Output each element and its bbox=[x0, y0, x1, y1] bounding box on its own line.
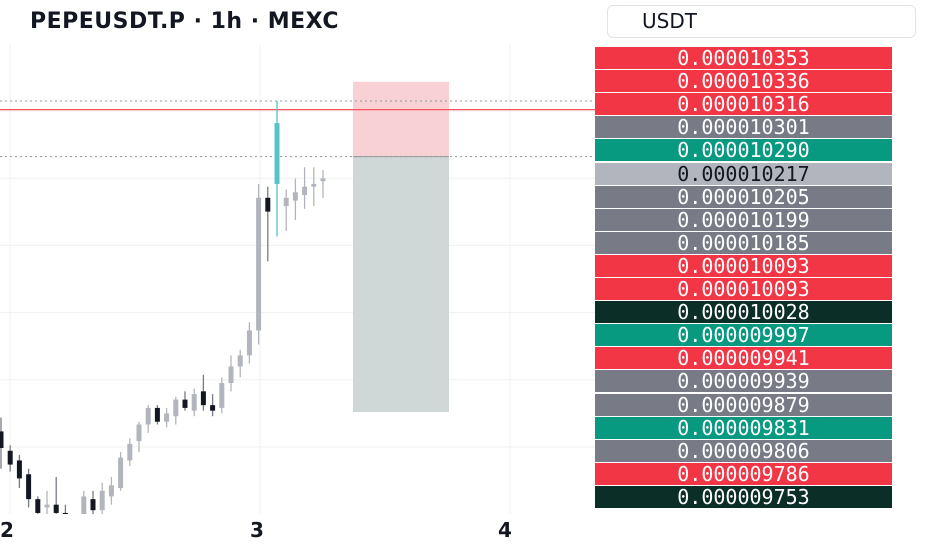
candle-body bbox=[256, 197, 262, 331]
price-scale-label: 0.000009939 bbox=[595, 370, 892, 393]
candle-body bbox=[237, 355, 243, 367]
stop-loss-zone bbox=[353, 81, 449, 157]
candle-body bbox=[81, 496, 87, 514]
price-scale-label: 0.000010316 bbox=[595, 93, 892, 116]
candle-body bbox=[7, 450, 13, 465]
price-scale-label: 0.000010185 bbox=[595, 231, 892, 254]
price-scale-label: 0.000009806 bbox=[595, 439, 892, 462]
price-scale-label: 0.000009997 bbox=[595, 324, 892, 347]
candle-body bbox=[283, 197, 289, 207]
price-scale-label: 0.000010205 bbox=[595, 185, 892, 208]
candle-body bbox=[311, 183, 317, 187]
candle-body bbox=[164, 413, 170, 422]
candle-body bbox=[182, 399, 188, 408]
price-scale-label: 0.000010199 bbox=[595, 208, 892, 231]
price-scale-label: 0.000010093 bbox=[595, 254, 892, 277]
candle-body bbox=[53, 504, 59, 513]
candle-body bbox=[228, 366, 234, 384]
time-tick-label: 3 bbox=[250, 518, 264, 542]
candle-body bbox=[118, 457, 124, 489]
candle-body bbox=[0, 431, 4, 448]
candle-body bbox=[302, 186, 308, 196]
candle-body bbox=[265, 197, 271, 212]
candle-body bbox=[210, 405, 216, 411]
price-scale-label: 0.000010093 bbox=[595, 278, 892, 300]
take-profit-zone bbox=[353, 156, 449, 413]
candle-body bbox=[219, 383, 225, 408]
price-scale-label: 0.000010217 bbox=[595, 162, 892, 185]
candle-body bbox=[292, 192, 298, 201]
candle-body bbox=[26, 474, 32, 500]
candle-body bbox=[127, 443, 133, 461]
candle-body bbox=[44, 504, 50, 508]
candle-body bbox=[200, 391, 206, 406]
price-scale-label: 0.000009753 bbox=[595, 485, 892, 508]
candle-body bbox=[173, 399, 179, 417]
time-tick-label: 2 bbox=[0, 518, 14, 542]
candle-body bbox=[16, 460, 22, 479]
candle-body bbox=[320, 178, 326, 182]
price-scale-label: 0.000010336 bbox=[595, 70, 892, 93]
price-scale-label: 0.000009879 bbox=[595, 393, 892, 416]
price-scale-label: 0.000010028 bbox=[595, 301, 892, 324]
currency-selector[interactable]: USDT bbox=[607, 5, 916, 38]
candle-body bbox=[246, 330, 252, 356]
price-scale-label: 0.000010353 bbox=[595, 47, 892, 69]
time-axis[interactable]: 2 3 4 bbox=[0, 514, 595, 550]
candle-body bbox=[62, 512, 68, 514]
candle-body bbox=[90, 499, 96, 511]
price-scale-label: 0.000009831 bbox=[595, 416, 892, 439]
candle-body bbox=[191, 394, 197, 411]
time-tick-label: 4 bbox=[498, 518, 512, 542]
candle-body bbox=[35, 499, 41, 513]
price-scale-label: 0.000010301 bbox=[595, 116, 892, 139]
price-scale-label: 0.000010290 bbox=[595, 139, 892, 162]
candle-body bbox=[108, 485, 114, 497]
candle-body bbox=[274, 123, 280, 184]
candle-body bbox=[154, 407, 160, 422]
price-chart[interactable] bbox=[0, 44, 595, 514]
candle-body bbox=[145, 407, 151, 425]
price-scale-label: 0.000009786 bbox=[595, 462, 892, 485]
symbol-title[interactable]: PEPEUSDT.P · 1h · MEXC bbox=[30, 9, 339, 34]
candle-body bbox=[99, 490, 105, 511]
price-scale-label: 0.000009941 bbox=[595, 347, 892, 370]
candle-body bbox=[136, 424, 142, 442]
